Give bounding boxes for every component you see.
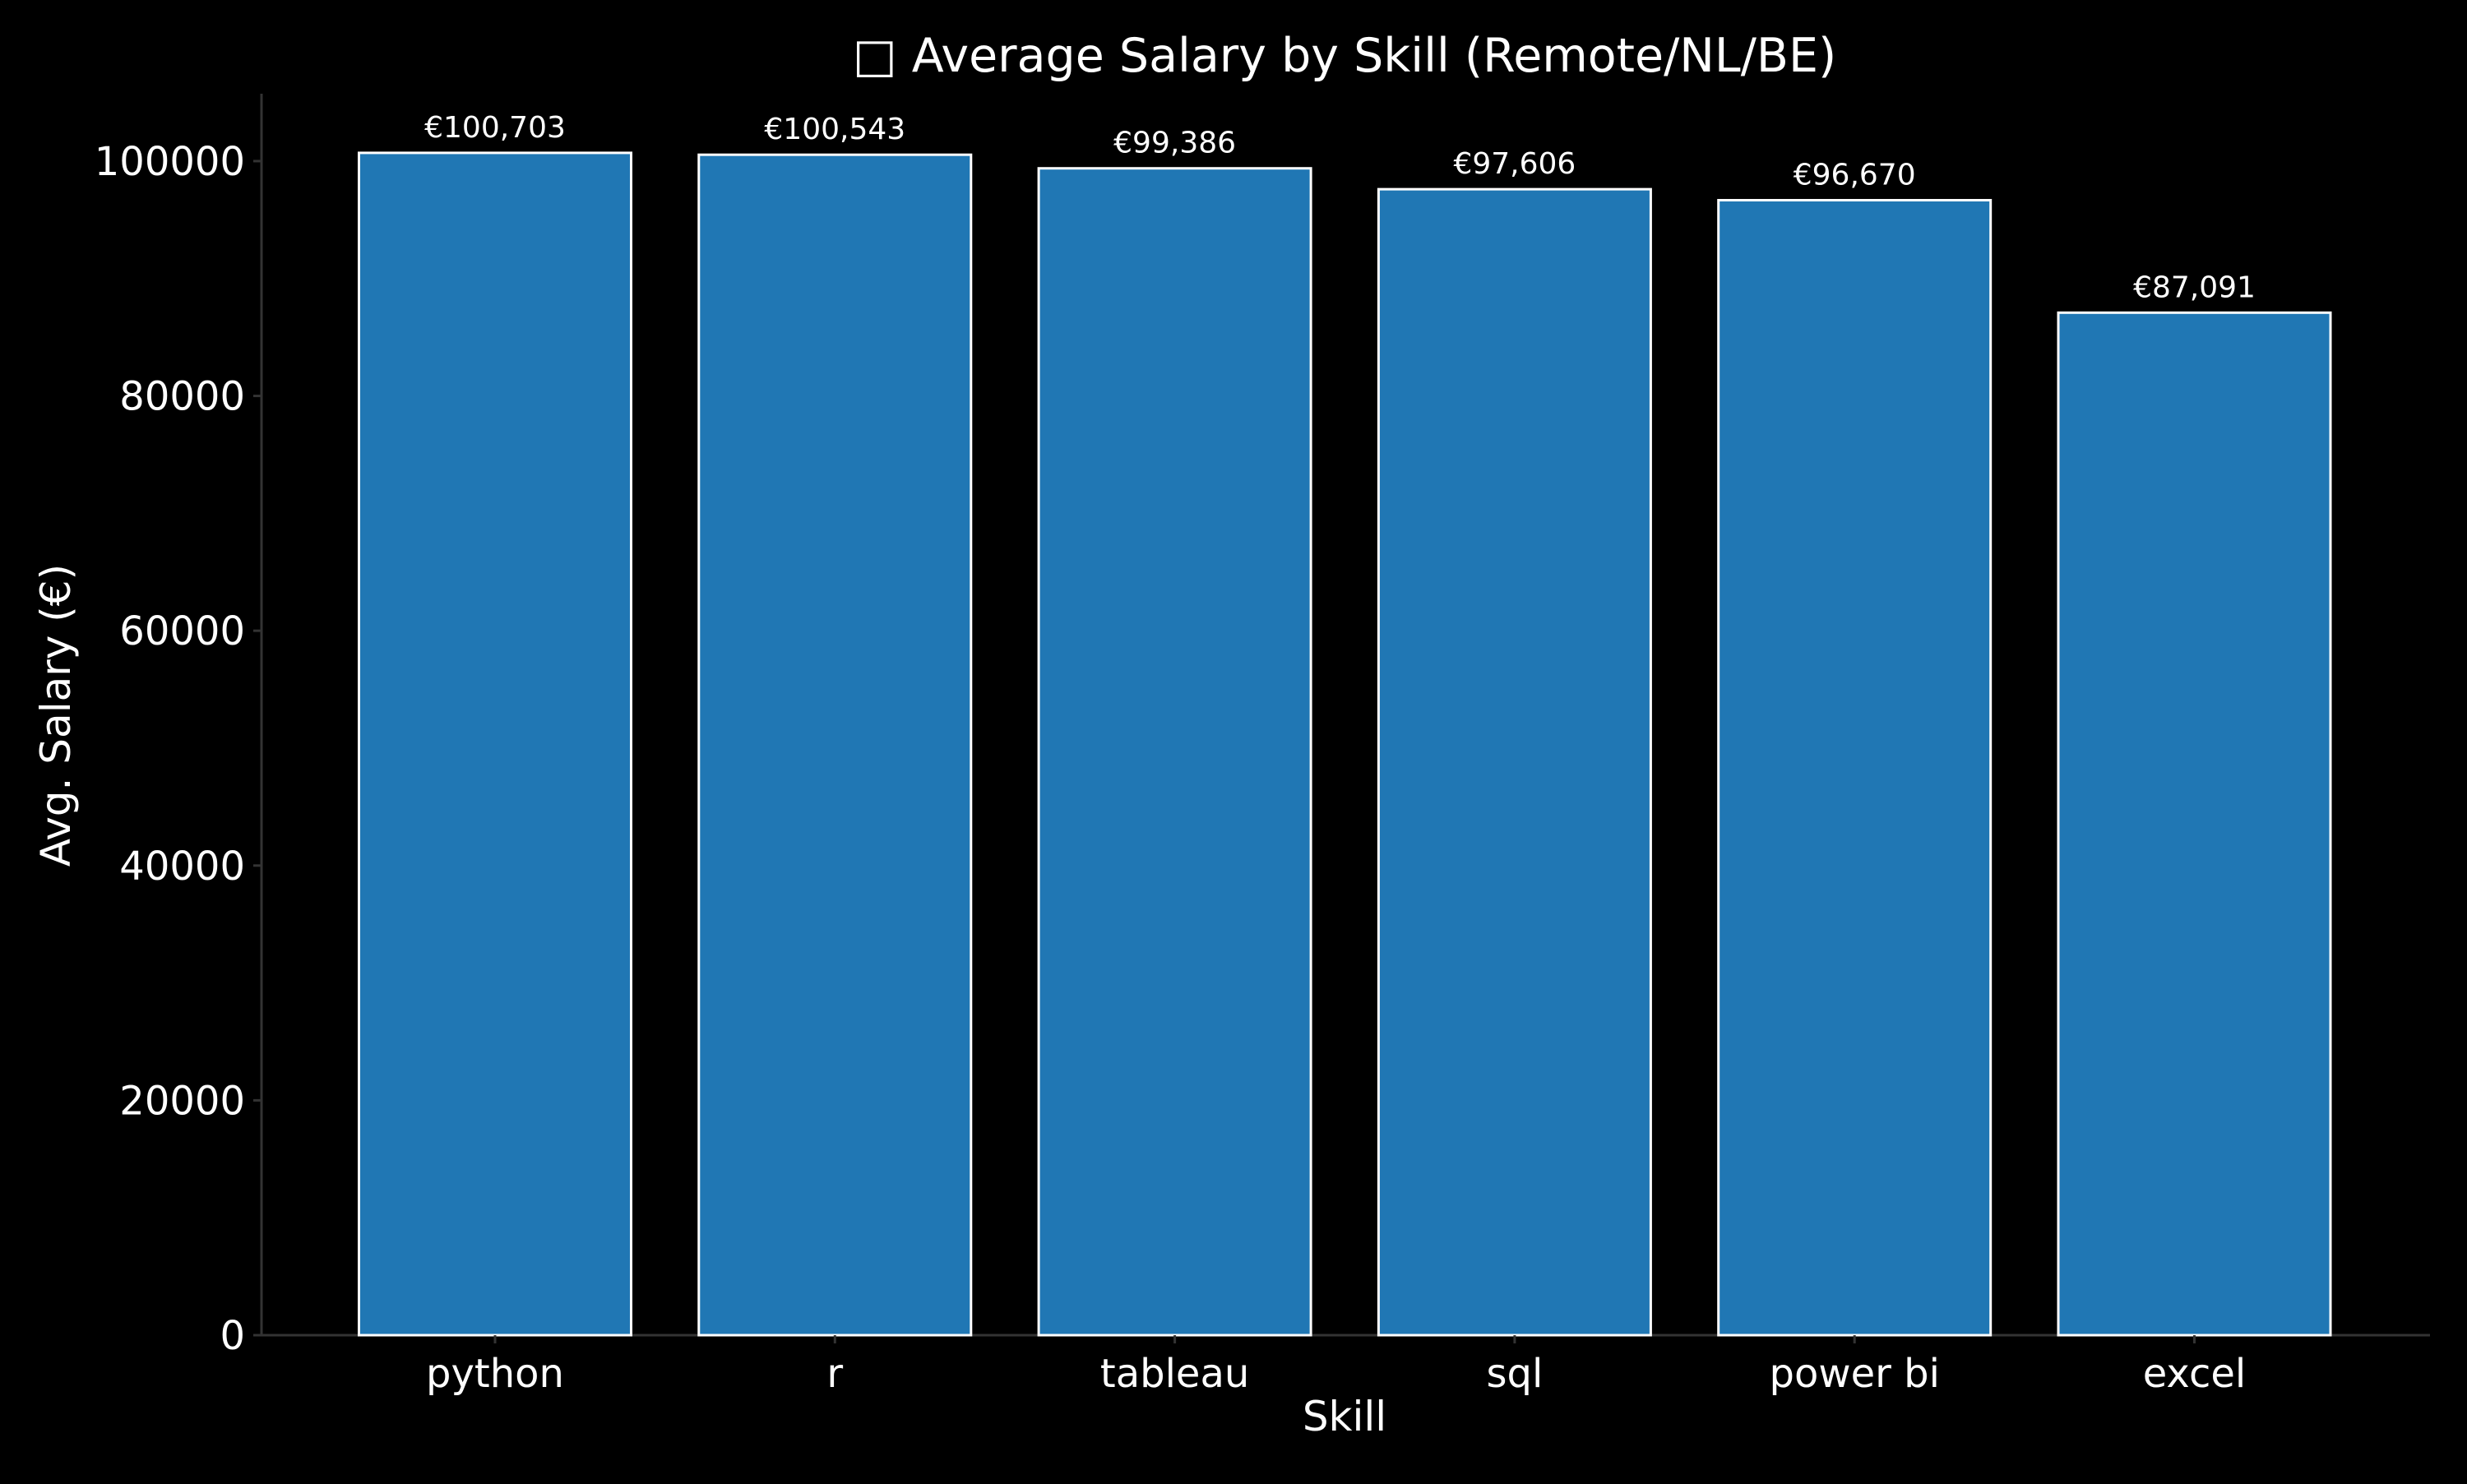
bar-sql [1377,187,1652,1337]
x-axis-label: Skill [1303,1393,1386,1440]
chart-title: □ Average Salary by Skill (Remote/NL/BE) [853,29,1837,83]
x-tick-label: r [826,1351,843,1397]
x-tick-label: tableau [1100,1351,1249,1397]
x-tick-label: python [426,1351,564,1397]
data-label: €100,703 [424,111,566,145]
y-tick-label: 20000 [119,1078,245,1124]
data-label: €87,091 [2133,270,2256,304]
y-tick-label: 80000 [119,374,245,420]
bar-excel [2057,311,2332,1337]
bar-r [697,153,973,1337]
data-label: €97,606 [1453,147,1576,181]
y-axis-label: Avg. Salary (€) [32,564,80,867]
data-labels: €100,703 €100,543 €99,386 €97,606 €96,670 €87… [424,111,2256,304]
bar-power-bi [1717,199,1993,1337]
bars [358,151,2332,1337]
bar-tableau [1037,167,1312,1337]
y-tick-label: 40000 [119,844,245,890]
data-label: €99,386 [1113,127,1236,160]
x-tick-label: sql [1486,1351,1543,1397]
tick-labels: 0 20000 40000 60000 80000 100000 python r tablea… [95,139,2246,1397]
y-tick-label: 100000 [95,139,245,185]
y-tick-label: 60000 [119,608,245,654]
data-label: €100,543 [764,113,905,146]
x-tick-label: excel [2143,1351,2247,1397]
bar-python [358,151,632,1337]
data-label: €96,670 [1794,159,1916,192]
x-tick-label: power bi [1769,1351,1939,1397]
y-tick-label: 0 [220,1313,245,1359]
